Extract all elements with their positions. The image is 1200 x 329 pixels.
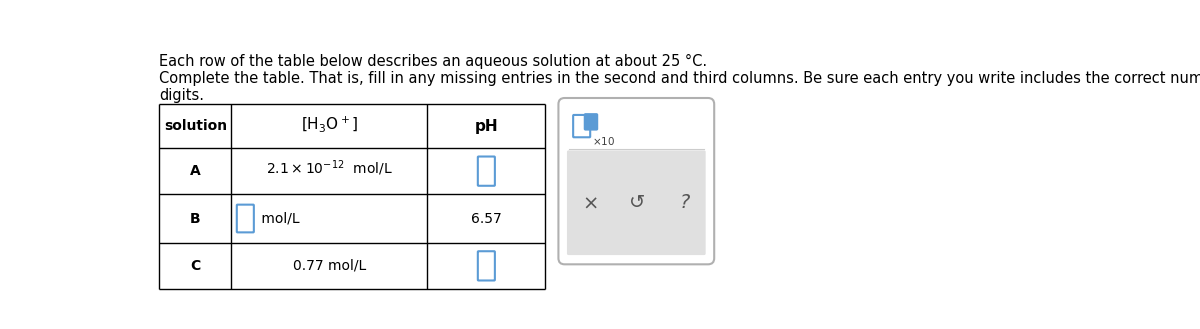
Text: C: C <box>191 259 200 273</box>
Text: $\times$: $\times$ <box>582 193 598 212</box>
FancyBboxPatch shape <box>558 98 714 264</box>
FancyBboxPatch shape <box>584 114 598 130</box>
Text: solution: solution <box>163 119 227 133</box>
FancyBboxPatch shape <box>566 150 706 255</box>
Text: 6.57: 6.57 <box>470 212 502 225</box>
Text: 0.77 mol/L: 0.77 mol/L <box>293 259 366 273</box>
Text: B: B <box>190 212 200 225</box>
Text: Each row of the table below describes an aqueous solution at about 25 °C.: Each row of the table below describes an… <box>160 54 708 69</box>
Text: digits.: digits. <box>160 88 204 103</box>
FancyBboxPatch shape <box>574 115 590 137</box>
Text: A: A <box>190 164 200 178</box>
Text: pH: pH <box>474 119 498 134</box>
Text: $\left[\mathrm{H_3O^+}\right]$: $\left[\mathrm{H_3O^+}\right]$ <box>301 114 358 134</box>
Text: ↺: ↺ <box>629 193 644 212</box>
Text: $2.1 \times 10^{-12}$  mol/L: $2.1 \times 10^{-12}$ mol/L <box>266 158 392 178</box>
FancyBboxPatch shape <box>478 251 494 281</box>
FancyBboxPatch shape <box>478 157 494 186</box>
Text: mol/L: mol/L <box>257 212 300 225</box>
Text: $\times$10: $\times$10 <box>592 135 614 147</box>
FancyBboxPatch shape <box>236 205 254 232</box>
Text: Complete the table. That is, fill in any missing entries in the second and third: Complete the table. That is, fill in any… <box>160 71 1200 86</box>
Text: ?: ? <box>679 193 690 212</box>
